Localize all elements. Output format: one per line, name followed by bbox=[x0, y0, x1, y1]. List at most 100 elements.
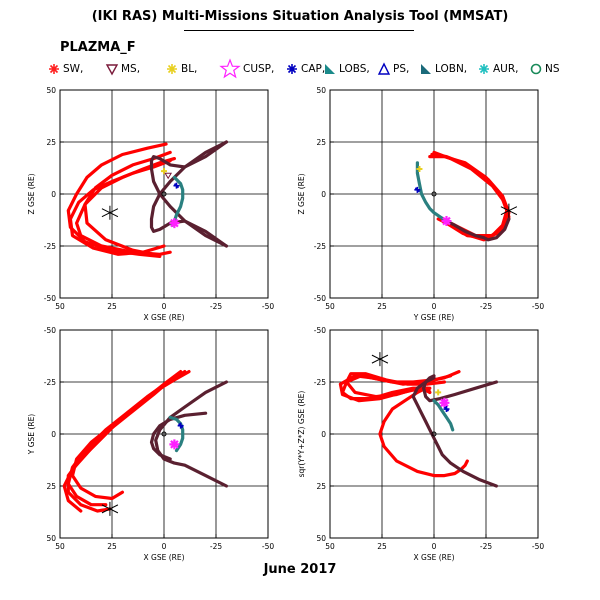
x-tick-label: 0 bbox=[432, 302, 437, 311]
y-tick-label: 50 bbox=[46, 86, 56, 95]
y-tick-label: -25 bbox=[314, 242, 326, 251]
spacecraft-marker bbox=[101, 205, 119, 220]
y-tick-label: 25 bbox=[46, 138, 56, 147]
y-axis-label: Z GSE (RE) bbox=[297, 173, 306, 214]
legend-label: CAP, bbox=[301, 63, 326, 75]
y-axis-label: Z GSE (RE) bbox=[27, 173, 36, 214]
x-tick-label: 50 bbox=[55, 302, 65, 311]
orbit-series bbox=[68, 159, 172, 256]
legend-item: CUSP, bbox=[219, 58, 275, 79]
legend-label: MS, bbox=[121, 63, 141, 75]
spacecraft-marker bbox=[371, 352, 389, 367]
star-small-icon bbox=[49, 64, 59, 74]
y-tick-label: 0 bbox=[51, 190, 56, 199]
cap-marker bbox=[443, 406, 450, 413]
x-tick-label: 0 bbox=[432, 542, 437, 551]
x-tick-label: -25 bbox=[480, 542, 492, 551]
x-tick-label: -50 bbox=[532, 302, 544, 311]
x-tick-label: 0 bbox=[162, 302, 167, 311]
orbit-series bbox=[415, 161, 449, 223]
legend-item: PS, bbox=[377, 60, 410, 78]
orbit-series bbox=[345, 372, 446, 399]
x-tick-label: 50 bbox=[325, 542, 335, 551]
cusp-marker bbox=[169, 439, 180, 450]
earth-marker bbox=[431, 431, 437, 437]
legend-item: BL, bbox=[166, 60, 197, 78]
cap-marker bbox=[173, 182, 180, 189]
x-tick-label: 25 bbox=[377, 302, 387, 311]
star-small-icon bbox=[287, 64, 297, 74]
bl-marker bbox=[161, 168, 167, 175]
y-tick-label: 50 bbox=[46, 534, 56, 543]
legend-label: CUSP, bbox=[243, 63, 275, 75]
legend-item: LOBS, bbox=[324, 60, 370, 78]
star-small-icon bbox=[167, 64, 177, 74]
legend-label: NS bbox=[545, 63, 560, 75]
y-tick-label: 0 bbox=[321, 430, 326, 439]
triangle-down-icon bbox=[105, 64, 119, 76]
x-axis-label: X GSE (RE) bbox=[413, 553, 454, 562]
orbit-series bbox=[83, 150, 172, 256]
orbit-panel: 50 25 0 -25 -50 -50 -25 0 25 50 X GSE (RE) sqr(Y*Y+… bbox=[297, 326, 544, 562]
earth-marker bbox=[431, 191, 437, 197]
flag-icon bbox=[421, 64, 431, 74]
cap-marker bbox=[414, 186, 421, 193]
x-tick-label: -25 bbox=[480, 302, 492, 311]
cusp-marker bbox=[169, 218, 180, 229]
legend-label: LOBS, bbox=[339, 63, 370, 75]
x-axis-label: X GSE (RE) bbox=[143, 553, 184, 562]
y-tick-label: -25 bbox=[44, 242, 56, 251]
legend-item: NS bbox=[530, 60, 560, 78]
legend-label: LOBN, bbox=[435, 63, 468, 75]
orbit-series bbox=[444, 217, 511, 242]
bl-marker bbox=[435, 389, 442, 396]
y-axis-label: sqr(Y*Y+Z*Z) GSE (RE) bbox=[297, 391, 306, 478]
orbit-series bbox=[66, 370, 187, 507]
y-tick-label: -50 bbox=[44, 294, 56, 303]
orbit-series bbox=[168, 415, 185, 453]
x-tick-label: 25 bbox=[107, 302, 117, 311]
y-tick-label: 0 bbox=[51, 430, 56, 439]
region-legend: SW, MS, BL, CUSP, CAP, LOBS, PS, LOBN, AUR, NS bbox=[48, 58, 588, 82]
earth-marker bbox=[161, 431, 167, 437]
y-tick-label: -50 bbox=[314, 294, 326, 303]
x-axis-label: X GSE (RE) bbox=[143, 313, 184, 322]
orbit-panel: 50 25 0 -25 -50 -50 -25 0 25 50 X GSE (RE) Y GSE (R… bbox=[27, 326, 274, 562]
asterisk-icon bbox=[479, 64, 489, 74]
y-tick-label: 50 bbox=[316, 86, 326, 95]
x-tick-label: -25 bbox=[210, 542, 222, 551]
x-tick-label: 50 bbox=[55, 542, 65, 551]
star-large-icon bbox=[219, 58, 241, 79]
legend-item: MS, bbox=[105, 60, 141, 78]
x-tick-label: -50 bbox=[532, 542, 544, 551]
legend-item: CAP, bbox=[286, 60, 325, 78]
flag-icon bbox=[325, 64, 335, 74]
y-tick-label: -25 bbox=[314, 378, 326, 387]
y-tick-label: 0 bbox=[321, 190, 326, 199]
x-tick-label: 25 bbox=[377, 542, 387, 551]
orbit-series bbox=[66, 142, 168, 258]
title-underline bbox=[184, 30, 414, 31]
app-title: (IKI RAS) Multi-Missions Situation Analy… bbox=[91, 9, 509, 24]
x-axis-label: Y GSE (RE) bbox=[413, 313, 455, 322]
bl-marker bbox=[416, 166, 423, 173]
triangle-up-icon bbox=[377, 62, 391, 75]
y-tick-label: -50 bbox=[44, 326, 56, 335]
cap-marker bbox=[177, 422, 184, 429]
legend-label: PS, bbox=[393, 63, 410, 75]
earth-marker bbox=[161, 191, 167, 197]
y-tick-label: 50 bbox=[316, 534, 326, 543]
y-tick-label: 25 bbox=[46, 482, 56, 491]
orbit-series bbox=[154, 380, 228, 488]
spacecraft-marker bbox=[500, 203, 518, 218]
y-tick-label: -50 bbox=[314, 326, 326, 335]
orbit-series bbox=[149, 140, 228, 248]
x-tick-label: -25 bbox=[210, 302, 222, 311]
legend-label: SW, bbox=[63, 63, 84, 75]
orbit-series bbox=[149, 140, 228, 248]
orbit-series bbox=[411, 376, 498, 488]
orbit-series bbox=[149, 411, 208, 461]
orbit-series bbox=[432, 399, 455, 432]
